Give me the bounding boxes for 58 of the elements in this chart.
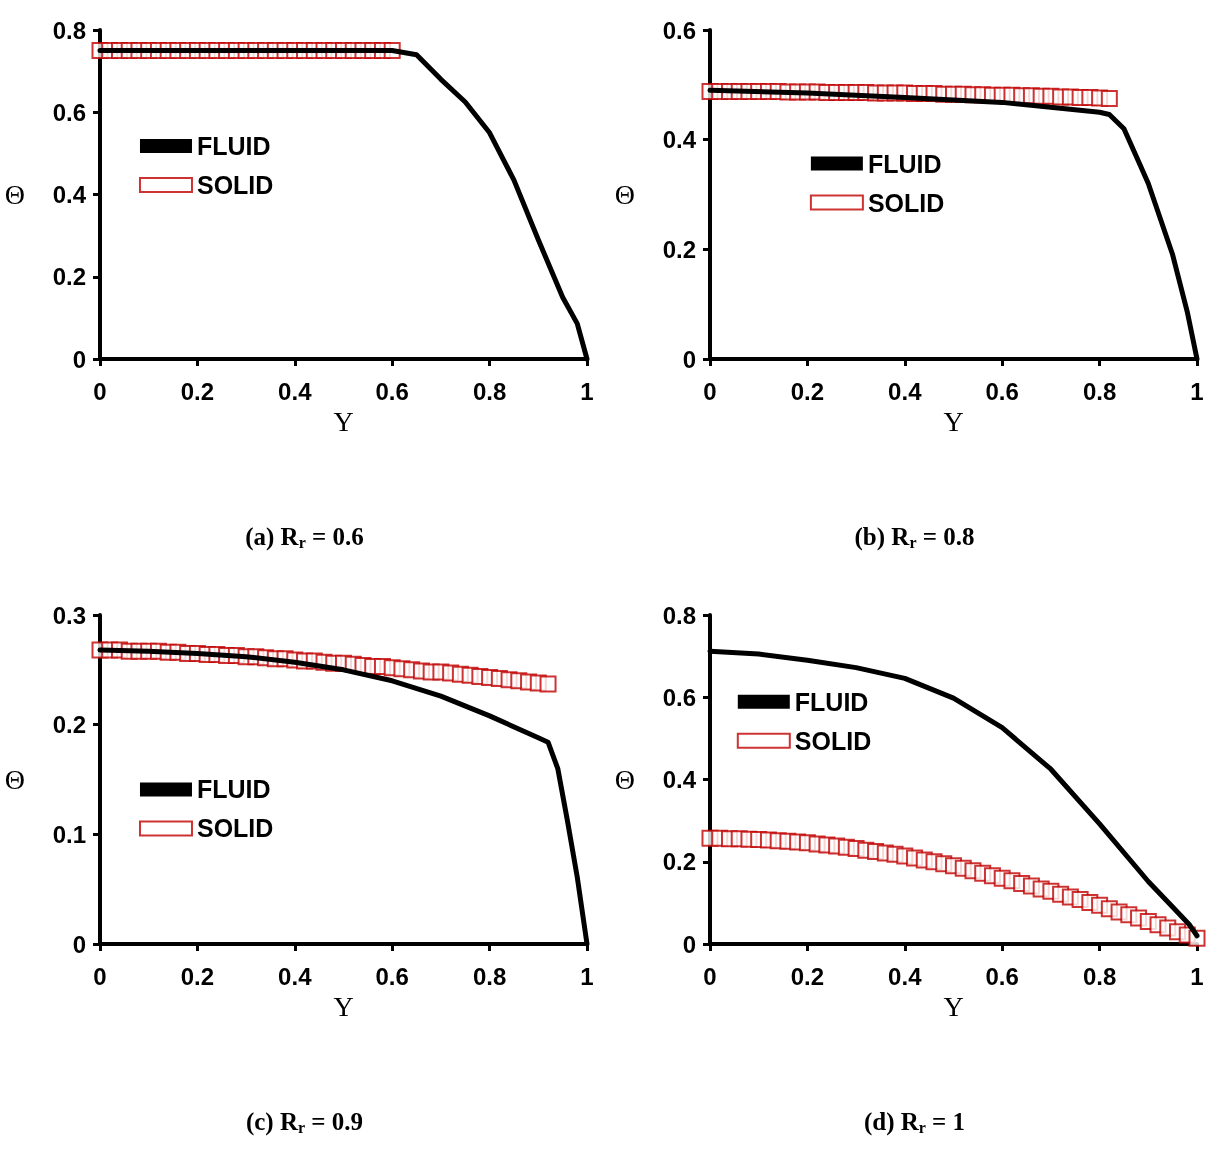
x-tick-label: 0.6 (985, 377, 1019, 405)
x-axis-title: Y (943, 406, 964, 438)
x-tick-label: 0.2 (180, 962, 215, 990)
x-tick-label: 0 (93, 377, 107, 405)
y-tick-label: 0.6 (662, 16, 696, 44)
x-tick-label: 0.6 (375, 377, 409, 405)
x-axis-title: Y (333, 991, 354, 1023)
y-tick-label: 0 (72, 930, 86, 958)
legend-label: FLUID (794, 687, 869, 716)
x-tick-label: 0.2 (790, 377, 825, 405)
x-tick-label: 0 (93, 962, 107, 990)
x-tick-label: 1 (580, 377, 594, 405)
x-tick-label: 0.4 (888, 962, 923, 990)
x-tick-label: 0.8 (1082, 962, 1117, 990)
y-tick-label: 0.8 (662, 601, 696, 629)
x-tick-label: 0 (703, 962, 717, 990)
x-axis-title: Y (333, 406, 354, 438)
y-axis-title: Θ (4, 764, 25, 795)
legend-label: SOLID (196, 170, 274, 199)
y-tick-label: 0 (682, 345, 696, 373)
x-axis-title: Y (943, 991, 964, 1023)
legend-label: FLUID (196, 131, 271, 160)
y-tick-label: 0 (682, 930, 696, 958)
y-tick-label: 0.8 (52, 16, 86, 44)
y-tick-label: 0.2 (52, 263, 86, 291)
y-axis-title: Θ (614, 764, 635, 795)
y-tick-label: 0.2 (662, 235, 696, 263)
y-tick-label: 0.6 (662, 683, 696, 711)
x-tick-label: 1 (1190, 377, 1204, 405)
legend-label: SOLID (867, 188, 945, 217)
y-tick-label: 0.2 (52, 711, 86, 739)
y-tick-label: 0.1 (52, 820, 86, 848)
x-tick-label: 0.4 (278, 962, 313, 990)
x-tick-label: 0.8 (472, 962, 507, 990)
y-axis-title: Θ (614, 179, 635, 210)
legend-label: SOLID (196, 814, 274, 843)
y-tick-label: 0 (72, 345, 86, 373)
x-tick-label: 1 (580, 962, 594, 990)
legend-label: FLUID (196, 775, 271, 804)
y-axis-title: Θ (4, 179, 25, 210)
y-tick-label: 0.4 (662, 126, 697, 154)
legend-label: SOLID (794, 726, 872, 755)
y-tick-label: 0.4 (52, 181, 87, 208)
x-tick-label: 0.6 (375, 962, 409, 990)
y-tick-label: 0.3 (52, 601, 86, 629)
y-tick-label: 0.6 (52, 98, 86, 126)
x-tick-label: 0.2 (180, 377, 215, 405)
x-tick-label: 0.2 (790, 962, 825, 990)
x-tick-label: 0.4 (888, 377, 923, 405)
x-tick-label: 0.6 (985, 962, 1019, 990)
x-tick-label: 1 (1190, 962, 1204, 990)
x-tick-label: 0.8 (1082, 377, 1117, 405)
x-tick-label: 0 (703, 377, 717, 405)
y-tick-label: 0.4 (662, 766, 697, 793)
x-tick-label: 0.8 (472, 377, 507, 405)
legend-label: FLUID (867, 149, 942, 178)
y-tick-label: 0.2 (662, 848, 696, 876)
x-tick-label: 0.4 (278, 377, 313, 405)
